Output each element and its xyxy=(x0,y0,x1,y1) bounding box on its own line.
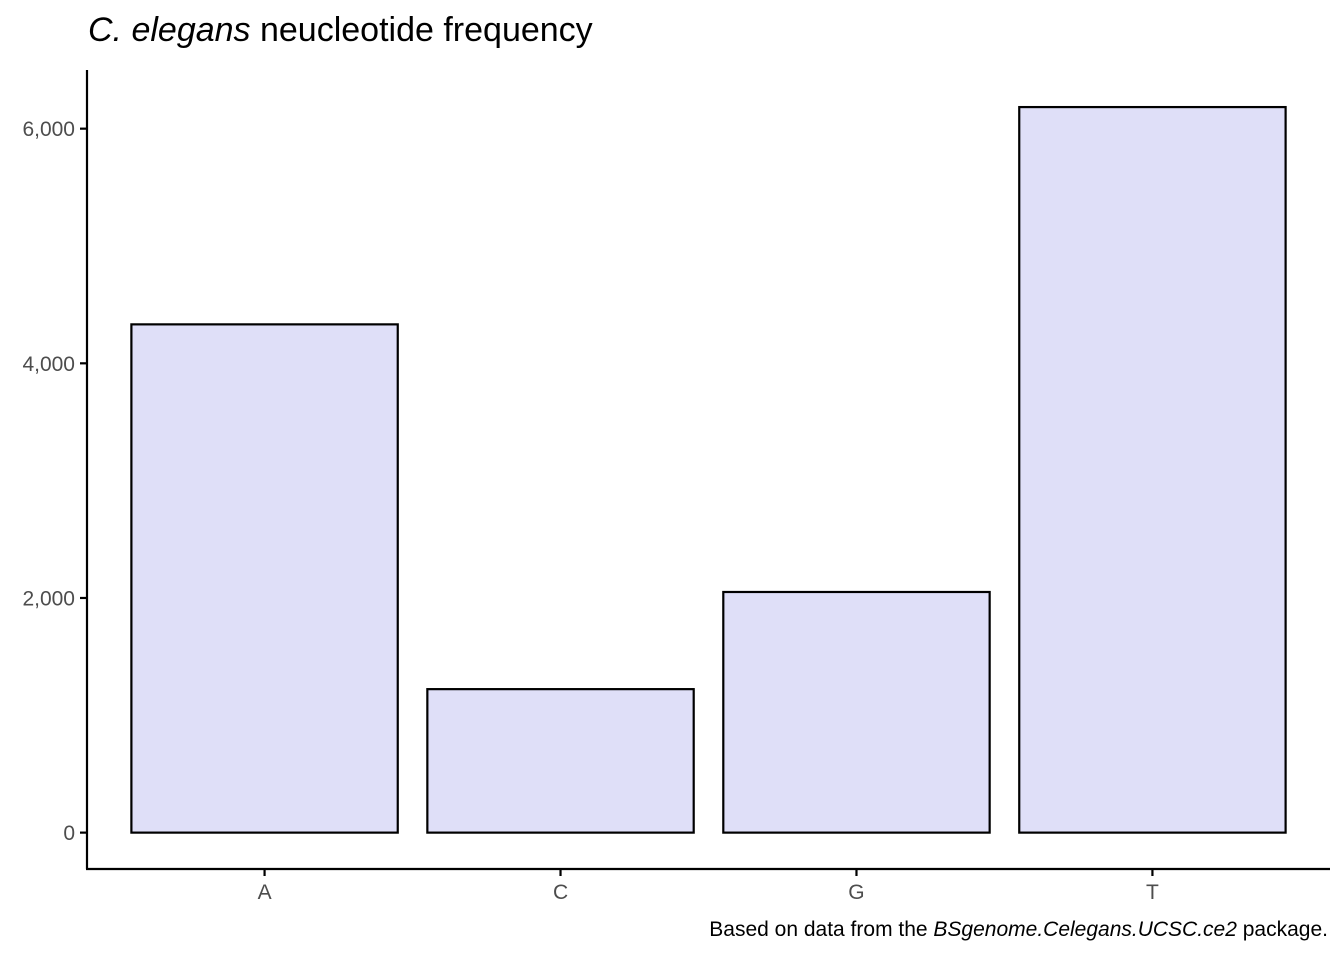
y-tick-label: 4,000 xyxy=(22,353,75,376)
x-tick-label-t: T xyxy=(1146,881,1159,904)
y-axis-ticks: 0 2,000 4,000 6,000 xyxy=(22,118,87,845)
bar-g xyxy=(722,590,991,834)
bar-a xyxy=(130,323,399,834)
chart-title: C. elegans neucleotide frequency xyxy=(88,11,593,49)
caption-package-name: BSgenome.Celegans.UCSC.ce2 xyxy=(933,918,1237,941)
y-tick-label: 0 xyxy=(63,822,75,845)
x-tick-label-g: G xyxy=(848,881,864,904)
y-tick-label: 6,000 xyxy=(22,118,75,141)
y-tick-label: 2,000 xyxy=(22,587,75,610)
chart-caption: Based on data from the BSgenome.Celegans… xyxy=(709,918,1328,941)
bar-t xyxy=(1018,105,1287,834)
chart-title-italic: C. elegans xyxy=(88,11,251,49)
chart-title-rest: neucleotide frequency xyxy=(251,11,593,49)
bars-group xyxy=(130,105,1287,834)
caption-after: package. xyxy=(1237,918,1328,941)
x-tick-label-c: C xyxy=(553,881,568,904)
bar-c xyxy=(426,688,695,834)
caption-before: Based on data from the xyxy=(709,918,933,941)
x-tick-label-a: A xyxy=(258,881,272,904)
